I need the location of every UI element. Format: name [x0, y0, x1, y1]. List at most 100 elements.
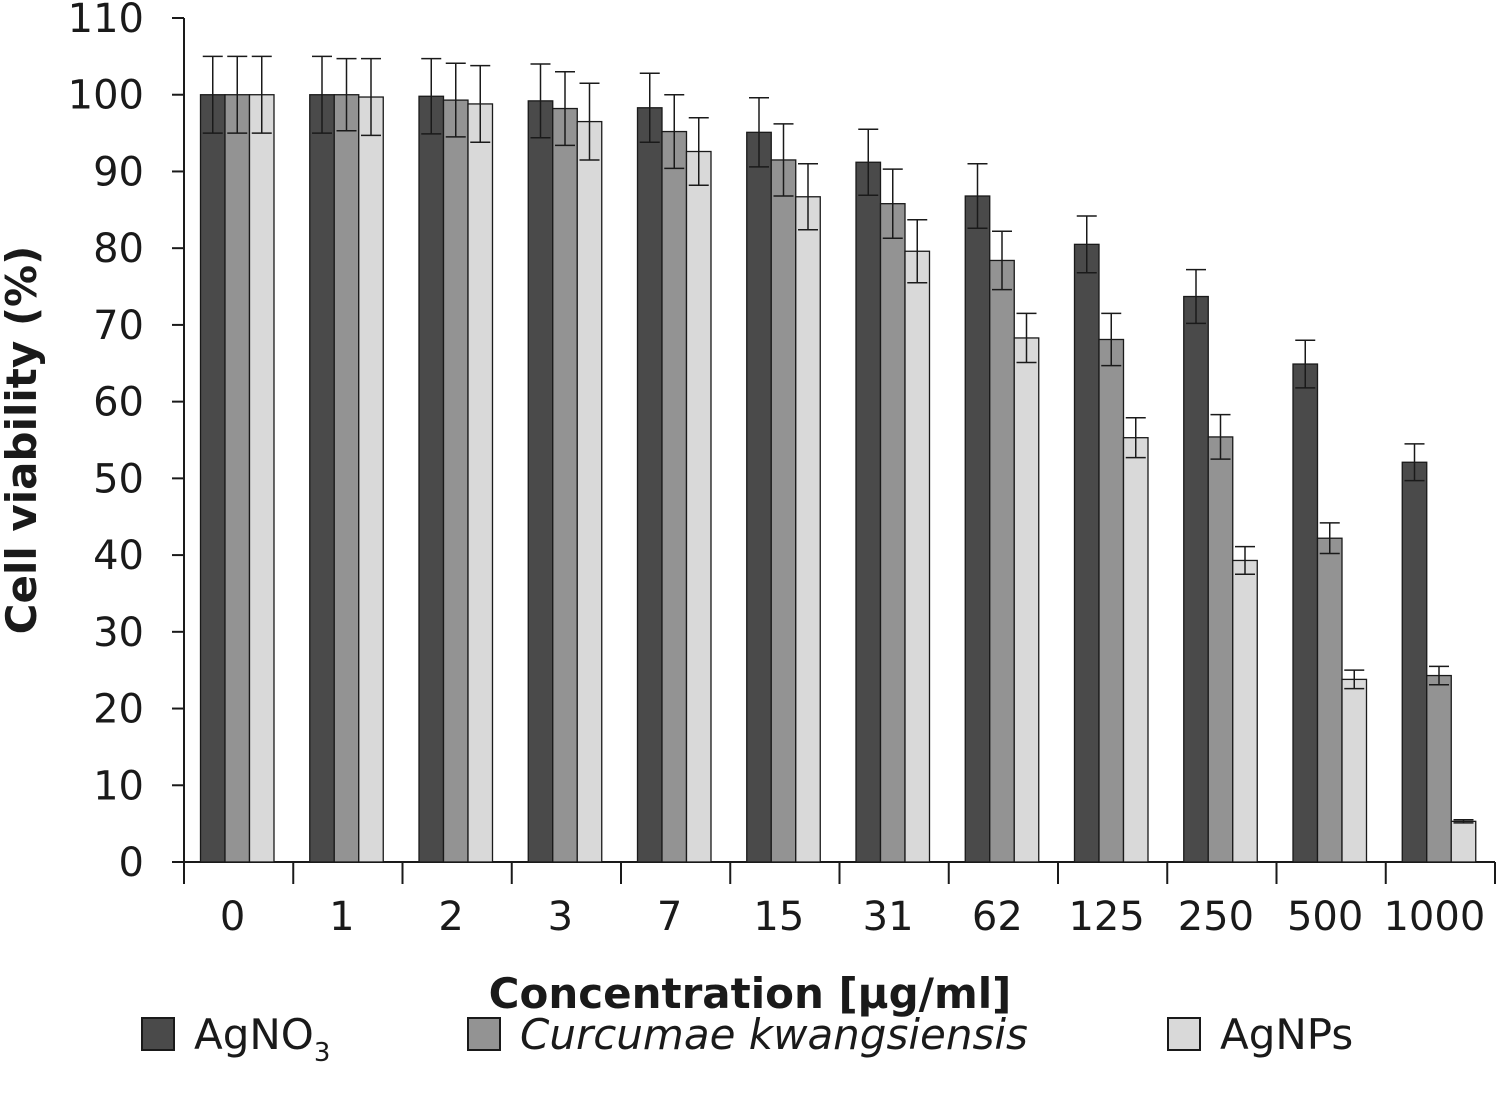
- error-bar: [1453, 819, 1474, 824]
- error-bar: [555, 70, 575, 147]
- bar: [855, 161, 882, 863]
- error-bar: [1344, 669, 1365, 690]
- error-bar: [882, 168, 903, 239]
- error-bar: [858, 128, 879, 196]
- x-tick-label: 1: [329, 894, 354, 940]
- legend-swatch: [141, 1017, 175, 1051]
- y-tick-label: 70: [93, 303, 144, 349]
- bar: [418, 95, 445, 863]
- bar: [1207, 436, 1234, 863]
- error-bar: [361, 57, 381, 137]
- x-tick-label: 2: [438, 894, 463, 940]
- error-bar: [664, 93, 685, 170]
- legend-item: AgNO3: [141, 1010, 330, 1068]
- y-tick-label: 60: [93, 380, 144, 426]
- error-bar: [639, 72, 660, 144]
- bar: [1073, 243, 1100, 863]
- x-tick-label: 15: [753, 894, 804, 940]
- y-tick-labels-group: 0 10 20 30 40 50 60 70 80 90 100 110: [68, 0, 144, 886]
- legend-swatch: [1167, 1017, 1201, 1051]
- error-bar: [1404, 443, 1425, 482]
- bars-group: [199, 94, 1477, 863]
- bar: [309, 94, 335, 863]
- bar: [1401, 461, 1428, 863]
- error-bar: [227, 55, 248, 134]
- axes-group: [172, 17, 1496, 884]
- error-bar: [1186, 268, 1206, 325]
- bar: [661, 130, 688, 863]
- bar: [770, 159, 797, 863]
- error-bar: [1076, 215, 1097, 274]
- bar: [358, 96, 384, 863]
- y-axis-title: Cell viability (%): [0, 246, 46, 635]
- error-bar: [1319, 522, 1340, 555]
- bar: [1183, 295, 1209, 863]
- y-tick-label: 90: [93, 149, 144, 195]
- legend-label: Curcumae kwangsiensis: [520, 1010, 1028, 1059]
- bar: [442, 99, 469, 863]
- error-bar: [992, 230, 1012, 291]
- error-bar: [967, 163, 988, 229]
- y-tick-label: 50: [93, 456, 144, 502]
- bar: [1122, 437, 1149, 863]
- bar: [1426, 674, 1452, 863]
- error-bar: [470, 64, 491, 144]
- error-bar: [1429, 665, 1449, 686]
- x-tick-label: 500: [1287, 894, 1363, 940]
- error-bar: [749, 97, 769, 168]
- bar: [467, 103, 494, 863]
- bar: [1013, 337, 1040, 863]
- bar: [576, 120, 603, 863]
- y-tick-label: 0: [119, 840, 144, 886]
- legend-label: AgNO3: [194, 1010, 330, 1068]
- bar: [1450, 820, 1477, 863]
- error-bar: [1235, 545, 1255, 576]
- legend-swatch: [467, 1017, 501, 1051]
- y-tick-label: 100: [68, 73, 144, 119]
- bar: [552, 107, 578, 863]
- error-bar: [1210, 413, 1231, 460]
- legend-item: Curcumae kwangsiensis: [467, 1010, 1028, 1059]
- error-bar: [312, 55, 332, 134]
- x-tick-label: 62: [972, 894, 1023, 940]
- y-tick-label: 10: [93, 763, 144, 809]
- x-tick-label: 7: [657, 894, 682, 940]
- x-tick-label: 3: [548, 894, 573, 940]
- error-bar: [251, 55, 272, 134]
- x-tick-labels-group: 0 1 2 3 7 15 31 62 125 250 500 1000: [220, 894, 1485, 940]
- y-tick-label: 110: [68, 0, 144, 42]
- error-bar: [1295, 339, 1316, 389]
- error-bar: [202, 55, 223, 134]
- error-bar: [1016, 312, 1037, 364]
- bar: [1316, 537, 1343, 863]
- y-tick-label: 80: [93, 226, 144, 272]
- error-bar: [907, 219, 928, 284]
- error-bar: [530, 63, 551, 139]
- bar: [636, 107, 663, 863]
- bar: [685, 150, 712, 863]
- error-bar: [798, 163, 818, 231]
- legend: AgNO3 Curcumae kwangsiensis AgNPs: [141, 1010, 1353, 1068]
- bar: [1292, 363, 1319, 863]
- error-bar: [421, 57, 442, 135]
- bar: [746, 131, 772, 863]
- legend-label: AgNPs: [1220, 1010, 1353, 1059]
- bar: [224, 94, 251, 863]
- error-bar: [688, 116, 709, 187]
- legend-label-subscript: 3: [314, 1038, 331, 1068]
- y-tick-label: 20: [93, 687, 144, 733]
- bar: [248, 94, 275, 863]
- legend-item: AgNPs: [1167, 1010, 1353, 1059]
- bar: [1098, 338, 1125, 863]
- bar: [1341, 678, 1368, 863]
- bar: [333, 94, 360, 863]
- error-bar: [579, 82, 600, 161]
- y-tick-label: 40: [93, 533, 144, 579]
- x-tick-label: 125: [1068, 894, 1144, 940]
- x-tick-label: 250: [1178, 894, 1254, 940]
- bar: [964, 195, 991, 863]
- error-bar: [1125, 416, 1146, 459]
- y-tick-label: 30: [93, 610, 144, 656]
- bar: [879, 203, 906, 863]
